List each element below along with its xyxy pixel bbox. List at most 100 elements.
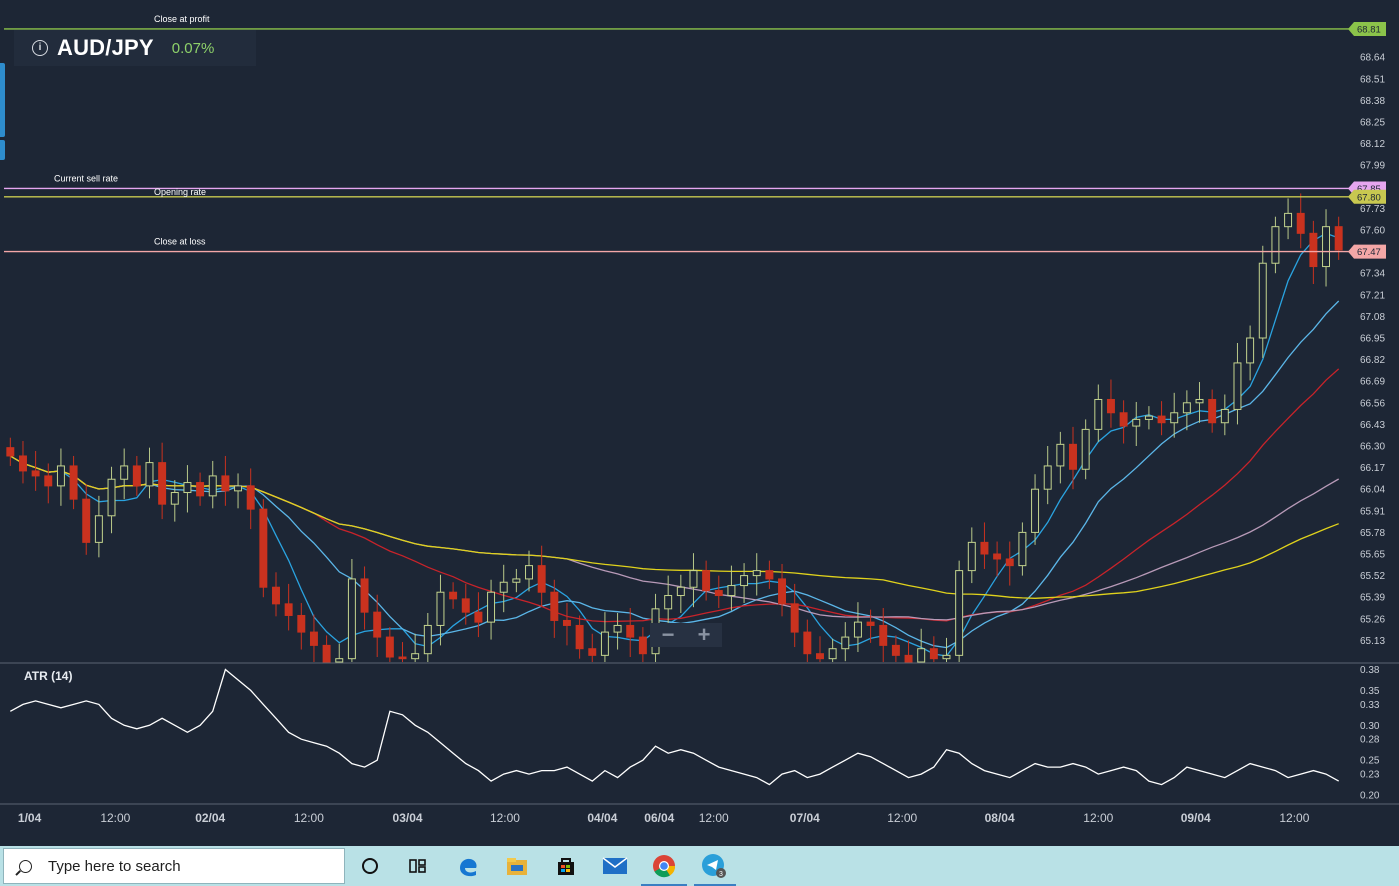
price-tick-label: 66.69	[1360, 377, 1385, 388]
candle-body	[790, 603, 799, 633]
candle-body	[942, 654, 951, 660]
candle-body	[993, 553, 1002, 560]
candle-body	[828, 648, 837, 660]
candle-body	[145, 462, 154, 487]
taskbar-search[interactable]: Type here to search	[3, 848, 345, 884]
time-tick-label: 12:00	[1083, 811, 1113, 825]
edge-icon[interactable]	[455, 853, 481, 879]
candle-body	[373, 611, 382, 638]
time-tick-label: 06/04	[644, 811, 674, 825]
candle-body	[234, 485, 243, 492]
atr-label: ATR (14)	[24, 669, 72, 683]
candle-body	[537, 565, 546, 593]
taskbar: Type here to search 3	[0, 846, 1399, 886]
price-tick-label: 68.64	[1360, 53, 1385, 64]
opening-rate-tag-text: 67.80	[1357, 192, 1381, 203]
price-tick-label: 66.43	[1360, 420, 1385, 431]
side-tab-2[interactable]	[0, 140, 5, 160]
candle-body	[322, 644, 331, 663]
search-icon	[19, 859, 32, 873]
candle-body	[1182, 402, 1191, 414]
candle-body	[816, 653, 824, 660]
candle-body	[1195, 398, 1204, 404]
candle-body	[120, 465, 129, 480]
candle-body	[436, 591, 445, 626]
candle-body	[221, 475, 230, 492]
price-tick-label: 66.95	[1360, 334, 1385, 345]
atr-tick-label: 0.25	[1360, 756, 1380, 767]
candle-body	[727, 585, 736, 597]
close-at-profit-label: Close at profit	[154, 14, 210, 24]
candle-body	[44, 475, 53, 487]
chrome-icon[interactable]	[651, 853, 677, 879]
candle-body	[917, 648, 926, 663]
zoom-controls: − +	[650, 622, 722, 647]
candle-body	[904, 654, 913, 663]
atr-tick-label: 0.28	[1360, 735, 1380, 746]
candle-body	[1132, 418, 1141, 427]
candle-body	[31, 470, 40, 477]
candle-body	[866, 621, 875, 626]
candle-body	[272, 586, 280, 605]
chart-area: Close at profit 68.81 Current sell rate 67.…	[0, 13, 1399, 825]
candle-body	[1309, 232, 1318, 268]
candle-body	[879, 624, 888, 646]
time-tick-label: 09/04	[1181, 811, 1211, 825]
side-tab-1[interactable]	[0, 63, 5, 137]
moving-average-yellow	[9, 455, 1339, 599]
price-tick-label: 68.51	[1360, 74, 1385, 85]
candle-body	[461, 598, 470, 613]
candle-body	[550, 591, 559, 621]
price-tick-label: 66.56	[1360, 398, 1385, 409]
candle-body	[702, 570, 711, 592]
atr-tick-label: 0.30	[1360, 721, 1380, 732]
candle-body	[689, 570, 698, 588]
price-tick-label: 65.26	[1360, 614, 1385, 625]
svg-text:3: 3	[719, 871, 723, 878]
info-icon[interactable]: i	[32, 40, 48, 56]
candle-body	[562, 619, 571, 626]
file-explorer-icon[interactable]	[504, 853, 530, 879]
candle-body	[208, 475, 217, 497]
zoom-out-button[interactable]: −	[661, 622, 675, 647]
price-tick-label: 66.82	[1360, 355, 1385, 366]
candle-body	[588, 648, 597, 656]
candle-body	[56, 465, 65, 487]
candle-body	[132, 465, 141, 487]
task-view-icon[interactable]	[405, 853, 431, 879]
close-at-loss-tag-text: 67.47	[1357, 247, 1381, 258]
price-tick-label: 68.38	[1360, 96, 1385, 107]
price-tick-label: 65.78	[1360, 528, 1385, 539]
candle-body	[803, 631, 812, 655]
candle-body	[360, 578, 369, 613]
candle-body	[638, 636, 647, 655]
atr-tick-label: 0.38	[1360, 665, 1380, 676]
candle-body	[1220, 408, 1229, 424]
time-tick-label: 04/04	[587, 811, 617, 825]
time-tick-label: 08/04	[985, 811, 1015, 825]
candle-body	[1246, 337, 1255, 364]
candle-body	[309, 631, 318, 646]
candle-body	[411, 653, 420, 660]
candle-body	[1031, 488, 1040, 533]
candle-body	[752, 570, 761, 577]
candle-body	[1170, 412, 1179, 424]
store-icon[interactable]	[553, 853, 579, 879]
search-placeholder: Type here to search	[48, 857, 181, 875]
current-sell-rate-label: Current sell rate	[54, 173, 118, 183]
candle-body	[18, 455, 27, 472]
moving-average-fast	[9, 232, 1339, 657]
mail-icon[interactable]	[602, 853, 628, 879]
current-sell-rate-tag-text: 67.85	[1357, 184, 1381, 195]
candle-body	[512, 578, 521, 583]
candle-body	[778, 578, 787, 605]
opening-rate-label: Opening rate	[154, 187, 206, 197]
candle-body	[259, 508, 268, 588]
zoom-in-button[interactable]: +	[697, 622, 711, 647]
candle-body	[1094, 398, 1103, 430]
time-tick-label: 1/04	[18, 811, 42, 825]
close-at-loss-tag	[1348, 244, 1386, 259]
cortana-icon[interactable]	[357, 853, 383, 879]
price-tick-label: 68.12	[1360, 139, 1385, 150]
telegram-icon[interactable]: 3	[701, 853, 727, 879]
